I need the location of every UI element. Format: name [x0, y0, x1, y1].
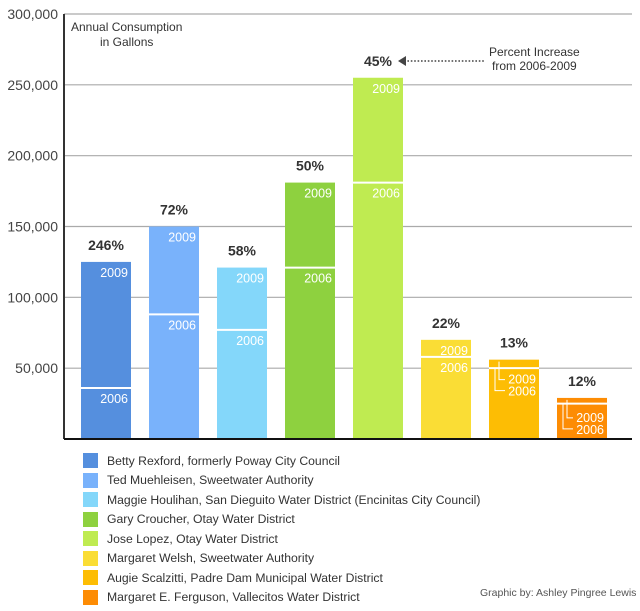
legend-label: Augie Scalzitti, Padre Dam Municipal Wat… [107, 570, 383, 585]
bar-2009 [217, 267, 267, 439]
legend-item: Augie Scalzitti, Padre Dam Municipal Wat… [83, 568, 480, 588]
legend-swatch [83, 492, 98, 508]
bar-2009 [81, 261, 131, 439]
percent-label: 58% [228, 243, 257, 259]
legend-label: Betty Rexford, formerly Poway City Counc… [107, 453, 340, 468]
percent-label: 22% [432, 315, 461, 331]
legend-swatch [83, 550, 98, 566]
annotation-line-1: Percent Increase [489, 45, 580, 59]
credit-text: Graphic by: Ashley Pingree Lewis [480, 587, 637, 599]
year-label-2006: 2006 [236, 334, 264, 348]
legend-label: Gary Croucher, Otay Water District [107, 512, 295, 527]
legend-swatch [83, 531, 98, 547]
year-label-2009: 2009 [372, 82, 400, 96]
year-label-2006: 2006 [304, 272, 332, 286]
bar-2009 [557, 397, 607, 439]
legend-item: Betty Rexford, formerly Poway City Counc… [83, 451, 480, 471]
y-tick-label: 250,000 [7, 77, 58, 93]
legend-label: Margaret E. Ferguson, Vallecitos Water D… [107, 590, 360, 605]
bar-2009 [353, 77, 403, 439]
percent-label: 50% [296, 158, 325, 174]
legend-item: Gary Croucher, Otay Water District [83, 510, 480, 530]
percent-label: 13% [500, 335, 529, 351]
bar-2009 [489, 359, 539, 439]
bar-chart: 50,000 100,000 150,000 200,000 250,000 300,00… [7, 6, 632, 440]
legend-label: Margaret Welsh, Sweetwater Authority [107, 551, 315, 566]
legend-label: Maggie Houlihan, San Dieguito Water Dist… [107, 492, 481, 507]
annotation-line-2: from 2006-2009 [492, 59, 577, 73]
legend-swatch [83, 453, 98, 469]
year-label-2009: 2009 [440, 344, 468, 358]
year-label-2006: 2006 [576, 423, 604, 437]
year-label-2009: 2009 [304, 187, 332, 201]
legend-swatch [83, 589, 98, 605]
legend-swatch [83, 511, 98, 527]
annotation: Percent Increase from 2006-2009 [398, 45, 580, 73]
year-label-2006: 2006 [168, 318, 196, 332]
year-label-2006: 2006 [508, 385, 536, 399]
percent-label: 72% [160, 202, 189, 218]
year-label-2006: 2006 [440, 361, 468, 375]
legend-label: Ted Muehleisen, Sweetwater Authority [107, 473, 314, 488]
bar-2009 [285, 182, 335, 440]
year-label-2006: 2006 [372, 187, 400, 201]
arrow-left-icon [398, 56, 406, 66]
percent-label: 12% [568, 373, 597, 389]
bar-2009 [149, 226, 199, 439]
leader-line-2009 [566, 399, 573, 419]
legend-swatch [83, 472, 98, 488]
y-tick-label: 100,000 [7, 289, 58, 305]
legend-item: Margaret E. Ferguson, Vallecitos Water D… [83, 588, 480, 608]
year-label-2006: 2006 [100, 392, 128, 406]
y-tick-label: 150,000 [7, 219, 58, 235]
legend-item: Maggie Houlihan, San Dieguito Water Dist… [83, 490, 480, 510]
y-tick-label: 300,000 [7, 6, 58, 22]
leader-line-2006 [562, 403, 573, 430]
leader-line-2006 [494, 368, 505, 392]
chart-title-line-2: in Gallons [100, 35, 153, 49]
percent-label: 45% [364, 53, 393, 69]
bars [81, 77, 607, 440]
year-label-2009: 2009 [168, 231, 196, 245]
legend-item: Ted Muehleisen, Sweetwater Authority [83, 471, 480, 491]
leader-line-2009 [498, 361, 505, 381]
year-label-2009: 2009 [576, 411, 604, 425]
legend-item: Jose Lopez, Otay Water District [83, 529, 480, 549]
legend-item: Margaret Welsh, Sweetwater Authority [83, 549, 480, 569]
chart-title-line-1: Annual Consumption [71, 20, 182, 34]
data-labels: 246%2009200672%2009200658%2009200650%200… [88, 53, 604, 437]
legend: Betty Rexford, formerly Poway City Counc… [83, 451, 480, 607]
year-label-2009: 2009 [508, 373, 536, 387]
year-label-2009: 2009 [236, 272, 264, 286]
y-tick-label: 200,000 [7, 148, 58, 164]
legend-label: Jose Lopez, Otay Water District [107, 531, 278, 546]
legend-swatch [83, 570, 98, 586]
year-label-2009: 2009 [100, 266, 128, 280]
percent-label: 246% [88, 237, 124, 253]
y-tick-label: 50,000 [15, 360, 58, 376]
